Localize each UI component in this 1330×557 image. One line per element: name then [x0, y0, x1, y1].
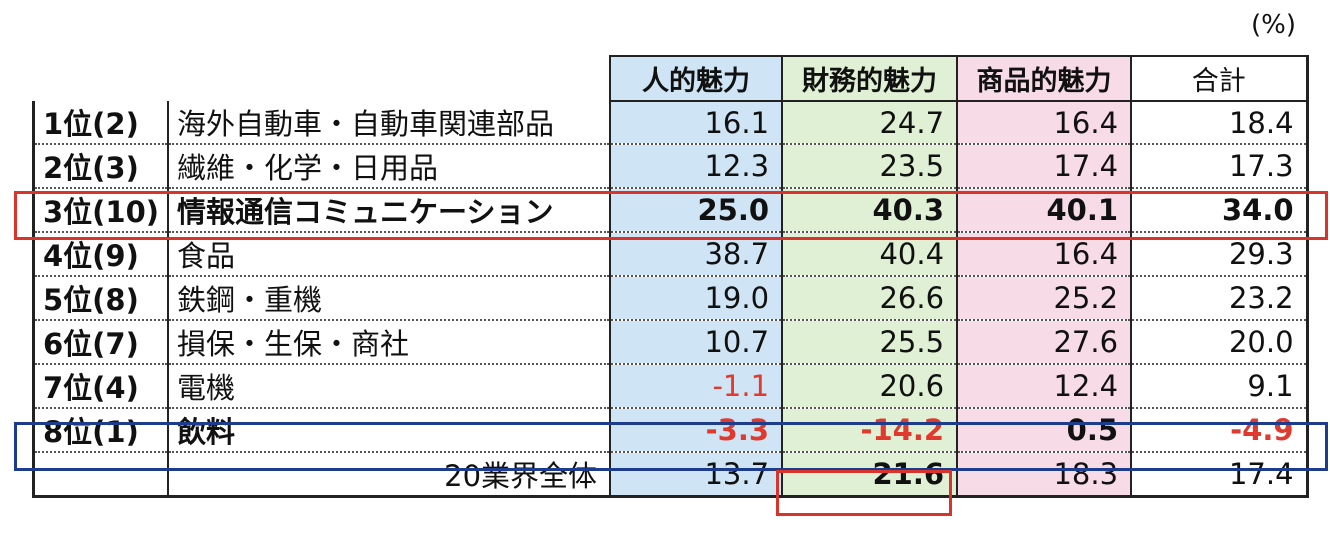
table-row: 4位(9) 食品 38.7 40.4 16.4 29.3: [32, 232, 1309, 277]
value-cell: 40.1: [957, 188, 1133, 233]
table-row: 5位(8) 鉄鋼・重機 19.0 26.6 25.2 23.2: [32, 276, 1309, 321]
value-cell: 10.7: [610, 320, 784, 365]
header-blank: [34, 56, 169, 101]
value-cell: 19.0: [610, 276, 784, 321]
value-cell: 16.1: [610, 101, 784, 145]
value-cell: 12.3: [610, 144, 784, 189]
value-cell: 25.2: [957, 276, 1133, 321]
value-cell: 40.3: [782, 188, 959, 233]
value-cell: 23.2: [1131, 276, 1309, 321]
value-cell: 0.5: [957, 408, 1133, 453]
value-cell: 26.6: [782, 276, 959, 321]
rank-cell: 3位(10): [32, 188, 170, 233]
table-row: 3位(10) 情報通信コミュニケーション 25.0 40.3 40.1 34.0: [32, 188, 1309, 233]
total-row: 20業界全体 13.7 21.6 18.3 17.4: [32, 452, 1309, 498]
rank-cell: 1位(2): [32, 101, 170, 145]
value-cell: 38.7: [610, 232, 784, 277]
value-cell: 27.6: [957, 320, 1133, 365]
value-cell: 25.0: [610, 188, 784, 233]
rank-cell: 8位(1): [32, 408, 170, 453]
value-cell: 20.6: [782, 364, 959, 409]
rank-cell: 4位(9): [32, 232, 170, 277]
header-total: 合計: [1131, 55, 1309, 102]
header-human: 人的魅力: [609, 55, 784, 102]
value-cell: 16.4: [957, 232, 1133, 277]
rank-cell: 7位(4): [32, 364, 170, 409]
value-cell: -3.3: [610, 408, 784, 453]
value-cell: 18.4: [1131, 101, 1309, 145]
value-cell: 40.4: [782, 232, 959, 277]
industry-cell: 食品: [168, 232, 612, 277]
value-cell: 9.1: [1131, 364, 1309, 409]
industry-cell: 海外自動車・自動車関連部品: [168, 101, 612, 145]
table-row: 6位(7) 損保・生保・商社 10.7 25.5 27.6 20.0: [32, 320, 1309, 365]
value-cell: 34.0: [1131, 188, 1309, 233]
table-row: 8位(1) 飲料 -3.3 -14.2 0.5 -4.9: [32, 408, 1309, 453]
value-cell: 29.3: [1131, 232, 1309, 277]
total-value-cell: 21.6: [782, 452, 959, 498]
value-cell: -1.1: [610, 364, 784, 409]
value-cell: 24.7: [782, 101, 959, 145]
industry-cell: 飲料: [168, 408, 612, 453]
table-row: 7位(4) 電機 -1.1 20.6 12.4 9.1: [32, 364, 1309, 409]
header-product: 商品的魅力: [957, 55, 1133, 102]
value-cell: -14.2: [782, 408, 959, 453]
unit-label: (%): [1251, 10, 1296, 40]
header-row: 人的魅力 財務的魅力 商品的魅力 合計: [34, 55, 1309, 102]
value-cell: 17.4: [957, 144, 1133, 189]
total-value-cell: 13.7: [610, 452, 784, 498]
table-row: 1位(2) 海外自動車・自動車関連部品 16.1 24.7 16.4 18.4: [32, 101, 1309, 145]
total-label: 20業界全体: [168, 452, 612, 498]
header-financial: 財務的魅力: [782, 55, 959, 102]
total-value-cell: 18.3: [957, 452, 1133, 498]
industry-cell: 鉄鋼・重機: [168, 276, 612, 321]
rank-cell: 5位(8): [32, 276, 170, 321]
value-cell: 12.4: [957, 364, 1133, 409]
rank-cell: 6位(7): [32, 320, 170, 365]
industry-cell: 損保・生保・商社: [168, 320, 612, 365]
value-cell: 20.0: [1131, 320, 1309, 365]
value-cell: 25.5: [782, 320, 959, 365]
value-cell: 23.5: [782, 144, 959, 189]
total-value-cell: 17.4: [1131, 452, 1309, 498]
table-row: 2位(3) 繊維・化学・日用品 12.3 23.5 17.4 17.3: [32, 144, 1309, 189]
industry-cell: 電機: [168, 364, 612, 409]
value-cell: 16.4: [957, 101, 1133, 145]
header-blank: [168, 56, 610, 101]
ranking-table: 人的魅力 財務的魅力 商品的魅力 合計 1位(2) 海外自動車・自動車関連部品 16…: [32, 55, 1309, 498]
rank-cell: 2位(3): [32, 144, 170, 189]
industry-cell: 繊維・化学・日用品: [168, 144, 612, 189]
value-cell: 17.3: [1131, 144, 1309, 189]
total-rank-cell: [32, 452, 170, 498]
industry-cell: 情報通信コミュニケーション: [168, 188, 612, 233]
value-cell: -4.9: [1131, 408, 1309, 453]
